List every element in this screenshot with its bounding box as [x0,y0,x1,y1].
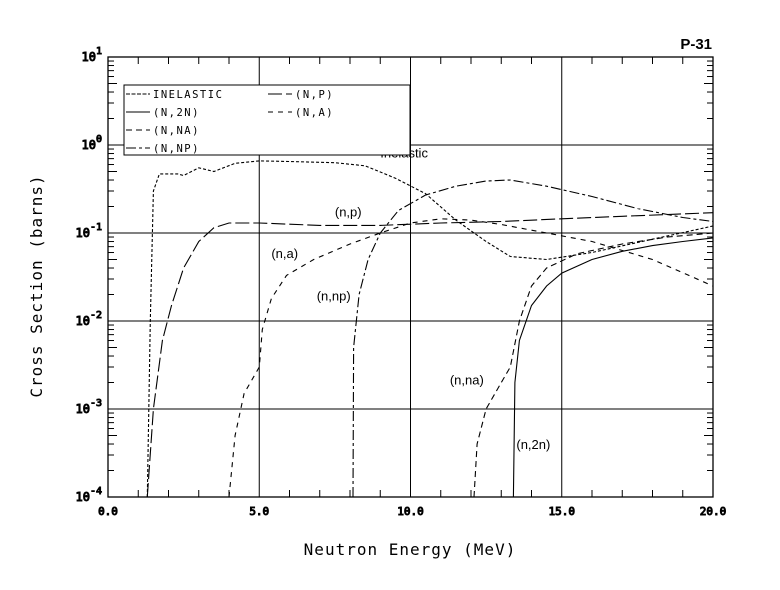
legend-label: (N,2N) [153,107,200,119]
y-tick-label: 10-4 [76,486,103,504]
series-nnp-line [352,179,714,498]
y-tick-label: 10-3 [76,398,103,416]
series-na-line [228,218,714,498]
annotation-label: (n,na) [450,372,484,387]
curves [146,160,714,498]
y-tick-label: 100 [82,134,102,152]
x-tick-label: 20.0 [700,505,727,518]
annotations: Inelastic(n,p)(n,a)(n,np)(n,na)(n,2n) [271,146,550,453]
y-tick-label: 101 [82,46,102,64]
series-n2n-line [512,237,714,498]
legend-label: (N,P) [295,89,334,101]
annotation-label: (n,np) [317,289,351,304]
legend-label: INELASTIC [153,89,223,101]
x-tick-label: 0.0 [98,505,118,518]
legend-label: (N,NP) [153,143,200,155]
y-axis-label: Cross Section (barns) [27,174,46,397]
y-tick-label: 10-1 [76,222,103,240]
legend-label: (N,A) [295,107,334,119]
legend: INELASTIC (N,2N) (N,NA) (N,NP) (N,P) (N,A) [123,84,411,156]
chart-title: P-31 [680,36,712,53]
series-nna-line [473,232,714,498]
legend-label: (N,NA) [153,125,200,137]
legend-box [123,84,411,156]
annotation-label: (n,a) [271,246,298,261]
x-tick-label: 10.0 [397,505,424,518]
x-tick-label: 15.0 [549,505,576,518]
ticks: 0.0 5.0 10.0 15.0 20.0 101 100 10-1 10-2 10-3 10-4 [75,46,727,519]
series-np-line [146,212,714,498]
series-inelastic-line [146,160,714,498]
x-axis-label: Neutron Energy (MeV) [304,540,517,559]
x-tick-label: 5.0 [249,505,269,518]
grid [107,56,714,498]
annotation-label: (n,2n) [516,437,550,452]
y-tick-label: 10-2 [76,310,103,328]
annotation-label: (n,p) [335,204,362,219]
